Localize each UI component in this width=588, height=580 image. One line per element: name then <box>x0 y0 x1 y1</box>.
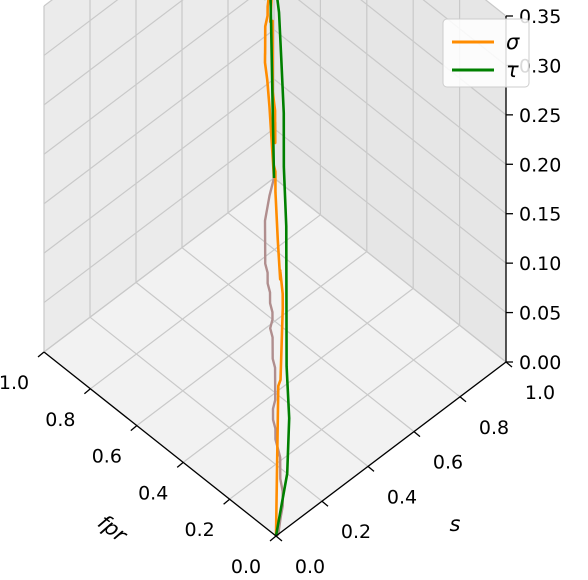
grid-floor-y-3 <box>181 247 415 433</box>
x-tick-mark-1 <box>223 498 231 505</box>
grid-floor-x-2 <box>182 287 414 463</box>
z-tick-label-4: 0.20 <box>519 154 561 176</box>
projection-layer <box>263 177 284 537</box>
grid-floor-x-4 <box>90 214 321 390</box>
y-tick-mark-2 <box>367 465 375 472</box>
z-tick-label-3: 0.15 <box>519 204 561 226</box>
grid-right-z-2 <box>273 78 507 264</box>
y-tick-mark-5 <box>505 361 513 368</box>
grid-left-z-1 <box>43 128 275 304</box>
y-tick-mark-0 <box>275 535 283 542</box>
y-tick-mark-3 <box>413 431 421 438</box>
y-tick-label-0: 0.0 <box>295 556 325 578</box>
x-tick-label-4: 0.8 <box>45 409 75 431</box>
grid-floor-x-3 <box>136 251 368 427</box>
y-tick-label-3: 0.6 <box>433 452 463 474</box>
legend-label-1: τ <box>506 58 519 82</box>
right-back-pane <box>274 0 506 362</box>
x-tick-label-3: 0.6 <box>92 446 122 468</box>
grid-left-z-4 <box>43 0 249 155</box>
axes-panes <box>44 0 506 536</box>
series-sigma-projection <box>263 177 284 537</box>
z-tick-label-1: 0.05 <box>519 303 561 325</box>
y-tick-mark-1 <box>321 500 329 507</box>
z-tick-label-5: 0.25 <box>519 105 561 127</box>
grid-floor-y-2 <box>135 281 369 467</box>
grid-right-z-3 <box>273 29 507 215</box>
legend-label-0: σ <box>506 30 520 54</box>
x-tick-mark-3 <box>130 425 138 432</box>
x-tick-mark-5 <box>37 351 45 358</box>
grid-left-z-5 <box>43 0 184 106</box>
y-tick-label-2: 0.4 <box>387 486 417 508</box>
x-tick-label-1: 0.2 <box>184 519 214 541</box>
y-tick-label-4: 0.8 <box>479 417 509 439</box>
x-tick-mark-4 <box>83 388 91 395</box>
y-axis-line <box>275 361 507 537</box>
grid-left-z-6 <box>43 0 119 56</box>
x-tick-mark-0 <box>269 535 277 542</box>
grid-left-z-0 <box>43 177 275 353</box>
x-tick-label-0: 0.0 <box>231 556 261 578</box>
grid-right-z-4 <box>297 0 507 165</box>
y-tick-mark-4 <box>459 396 467 403</box>
grid-floor-y-1 <box>89 316 323 502</box>
grid-right-z-0 <box>273 177 507 363</box>
z-tick-label-0: 0.00 <box>519 352 561 374</box>
x-tick-mark-2 <box>176 461 184 468</box>
z-tick-label-7: 0.35 <box>519 6 561 28</box>
y-tick-label-5: 1.0 <box>525 382 555 404</box>
z-tick-label-2: 0.10 <box>519 253 561 275</box>
x-tick-label-2: 0.4 <box>138 482 168 504</box>
series-layer <box>263 0 291 537</box>
floor-pane <box>44 178 506 536</box>
grid-right-z-1 <box>273 128 507 314</box>
z-tick-label-6: 0.30 <box>519 55 561 77</box>
axis-lines <box>37 15 513 542</box>
y-axis-label: s <box>450 512 461 536</box>
series-line-1 <box>264 0 291 537</box>
legend: στ <box>442 18 530 88</box>
x-tick-label-5: 1.0 <box>0 372 29 394</box>
grid-floor-x-1 <box>229 324 460 500</box>
left-back-pane <box>44 0 274 352</box>
grid-left-z-3 <box>43 29 275 205</box>
grid-left-z-2 <box>43 78 275 254</box>
grid-floor-y-4 <box>227 212 461 398</box>
x-axis-line <box>43 351 277 537</box>
tick-labels: 0.0 0.2 0.4 0.6 0.8 1.0 0.0 0.2 0.4 0.6 0.8 1.0 0.00… <box>0 6 561 578</box>
x-axis-label: fpr <box>93 510 132 548</box>
y-tick-label-1: 0.2 <box>341 521 371 543</box>
